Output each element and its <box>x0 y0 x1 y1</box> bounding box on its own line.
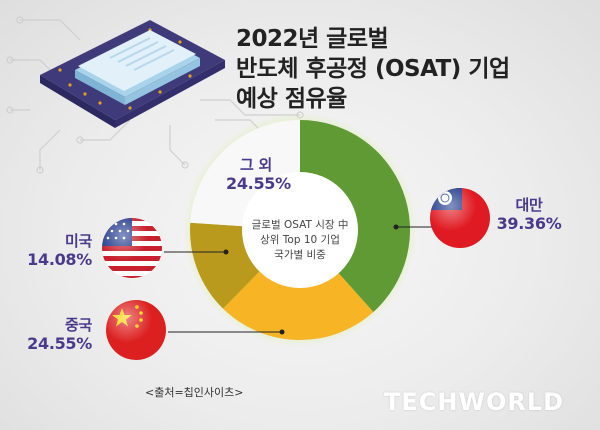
title-line-2: 반도체 후공정 (OSAT) 기업 <box>236 56 510 82</box>
label-taiwan: 대만 39.36% <box>494 196 564 234</box>
chart-center-caption: 글로벌 OSAT 시장 中 상위 Top 10 기업 국가별 비중 <box>244 218 356 263</box>
label-other-name: 그 외 <box>240 156 272 174</box>
taiwan-flag-icon <box>430 188 490 248</box>
center-line-3: 국가별 비중 <box>274 249 326 261</box>
label-china: 중국 24.55% <box>22 316 92 354</box>
label-other: 그 외 24.55% <box>226 156 291 194</box>
label-usa-pct: 14.08% <box>27 250 92 269</box>
label-usa-name: 미국 <box>64 232 92 250</box>
leader-dot-taiwan <box>393 224 399 230</box>
label-taiwan-name: 대만 <box>515 196 543 214</box>
title-line-1: 2022년 글로벌 <box>236 26 389 52</box>
label-china-name: 중국 <box>64 316 92 334</box>
page-title: 2022년 글로벌 반도체 후공정 (OSAT) 기업 예상 점유율 <box>236 24 576 114</box>
label-other-pct: 24.55% <box>226 174 291 193</box>
center-line-1: 글로벌 OSAT 시장 中 <box>251 219 349 231</box>
donut-hole <box>242 172 358 288</box>
label-usa: 미국 14.08% <box>22 232 92 270</box>
techworld-logo: TECHWORLD <box>384 388 565 416</box>
usa-flag-icon <box>102 218 162 278</box>
china-flag-icon <box>106 300 166 360</box>
leader-dot-usa <box>223 249 229 255</box>
leader-lines <box>164 226 432 333</box>
label-china-pct: 24.55% <box>27 334 92 353</box>
title-line-3: 예상 점유율 <box>236 86 347 112</box>
center-line-2: 상위 Top 10 기업 <box>260 234 340 246</box>
source-note: <출처=칩인사이츠> <box>145 386 244 399</box>
label-taiwan-pct: 39.36% <box>496 214 562 233</box>
leader-dot-china <box>279 329 285 335</box>
